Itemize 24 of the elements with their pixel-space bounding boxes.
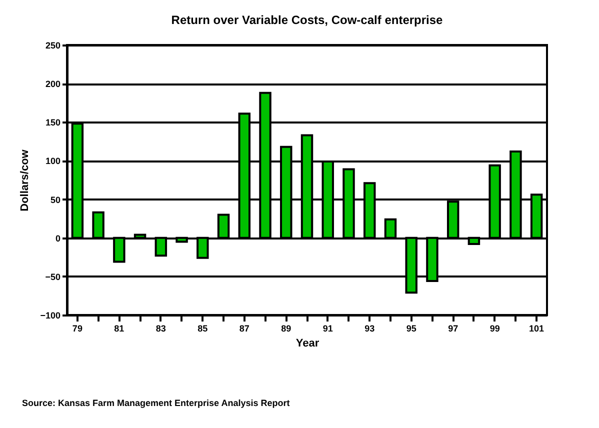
x-tick-label: 95 xyxy=(406,324,416,334)
x-tick-label: 91 xyxy=(322,324,333,334)
y-tick-label: −50 xyxy=(45,272,60,282)
source-note: Source: Kansas Farm Management Enterprise Analysis Report xyxy=(22,398,290,408)
y-tick-label: 0 xyxy=(55,233,60,244)
x-tick-label: 83 xyxy=(156,324,166,334)
x-tick-label: 97 xyxy=(448,324,458,334)
chart-title: Return over Variable Costs, Cow-calf enterprise xyxy=(171,13,444,27)
y-tick-label: 50 xyxy=(50,194,60,205)
x-tick-label: 101 xyxy=(529,324,544,334)
x-tick-label: 89 xyxy=(281,324,292,334)
x-tick-label: 79 xyxy=(72,324,82,334)
x-tick-label: 99 xyxy=(490,324,500,334)
y-tick-label: 100 xyxy=(45,156,60,166)
y-tick-label: 200 xyxy=(45,79,60,90)
x-tick-label: 87 xyxy=(239,324,250,334)
y-tick-label: −100 xyxy=(40,310,60,320)
x-tick-label: 93 xyxy=(364,324,375,334)
x-axis-title: Year xyxy=(296,338,320,350)
y-tick-label: 150 xyxy=(45,118,60,128)
x-tick-label: 81 xyxy=(114,324,124,334)
x-tick-label: 85 xyxy=(198,324,208,334)
y-axis-title: Dollars/cow xyxy=(19,149,32,212)
y-tick-label: 250 xyxy=(45,40,60,50)
